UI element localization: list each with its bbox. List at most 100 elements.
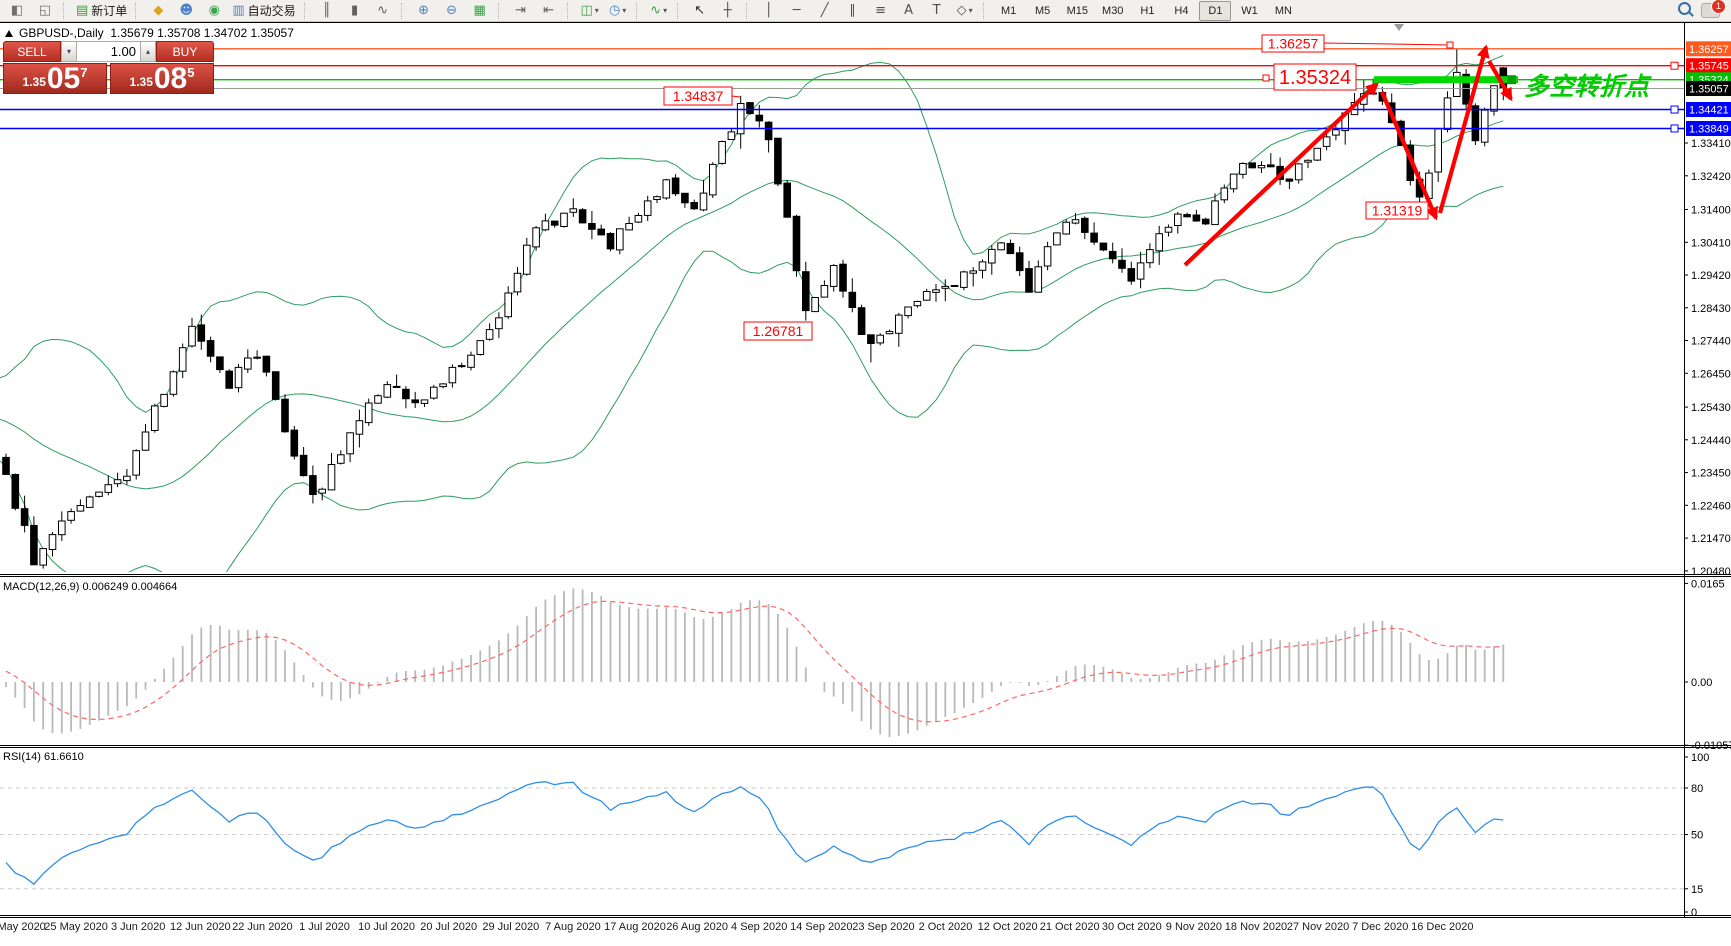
toolbar-right: 1: [1678, 0, 1728, 20]
candle: [1313, 147, 1322, 161]
timeframe-m30[interactable]: M30: [1102, 4, 1124, 17]
crosshair-icon[interactable]: ┼: [715, 1, 741, 21]
annotation-note-text[interactable]: 多空转折点: [1524, 73, 1652, 101]
price-callout-box[interactable]: [1273, 63, 1357, 91]
support-bar-handle[interactable]: [1507, 75, 1516, 85]
candle: [1285, 178, 1294, 182]
zoom-out-icon[interactable]: ⊖: [439, 1, 465, 21]
candlestick-mode-icon[interactable]: ▮: [342, 1, 368, 21]
candle: [1220, 187, 1229, 201]
toolbar-separator: [135, 2, 140, 19]
support-resistance-bar[interactable]: [1374, 76, 1518, 84]
candle: [811, 297, 819, 313]
trend-arrow[interactable]: [1437, 44, 1490, 214]
price-callout-text: 1.26781: [753, 323, 804, 339]
indicators-icon[interactable]: ∿ ▾: [646, 1, 672, 21]
buy-button[interactable]: BUY: [156, 41, 214, 62]
candle: [1443, 97, 1452, 130]
new-window-caret-icon[interactable]: ▾: [594, 5, 599, 15]
new-window-icon[interactable]: ◫ ▾: [577, 1, 603, 21]
price-tick-label: 1.33410: [1691, 138, 1731, 150]
equidistant-channel-icon[interactable]: ∥: [840, 1, 866, 21]
eraser-icon[interactable]: ◆: [145, 1, 171, 21]
timeframe-h4[interactable]: H4: [1174, 4, 1189, 17]
horizontal-line-icon[interactable]: ─: [784, 1, 810, 21]
price-callout-box[interactable]: [743, 321, 813, 341]
price-callout-box[interactable]: [1261, 34, 1325, 53]
volume-input[interactable]: 1.00: [77, 41, 140, 62]
trend-arrow[interactable]: [1380, 91, 1438, 221]
line-chart-mode-icon[interactable]: ∿: [370, 1, 396, 21]
profiles-icon[interactable]: ◷ ▾: [605, 1, 631, 21]
price-tick-label: 1.26450: [1691, 368, 1731, 380]
notifications-icon[interactable]: 1: [1701, 0, 1726, 18]
cursor-icon[interactable]: ↖: [687, 1, 713, 21]
timeframe-m15[interactable]: M15: [1066, 4, 1089, 17]
tile-windows-icon[interactable]: ▦: [467, 1, 493, 21]
candle: [290, 429, 299, 457]
market-watch-icon[interactable]: ☻: [173, 1, 199, 21]
indicators-caret-icon[interactable]: ▾: [663, 5, 668, 15]
candle: [504, 292, 512, 318]
auto-scroll-icon[interactable]: ⇥: [508, 1, 534, 21]
chart-shift-marker-icon[interactable]: [1394, 24, 1404, 31]
text-icon[interactable]: A: [896, 1, 922, 21]
sell-button[interactable]: SELL: [3, 41, 61, 62]
new-chart-icon[interactable]: ◧: [4, 1, 30, 21]
chart-shift-icon[interactable]: ⇤: [536, 1, 562, 21]
vertical-line-icon[interactable]: │: [756, 1, 782, 21]
price-callout-box[interactable]: [1365, 201, 1429, 220]
callout-handle[interactable]: [1446, 41, 1454, 49]
sell-price-display[interactable]: 1.35 05 7: [3, 63, 107, 94]
arrows-caret-icon[interactable]: ▾: [968, 5, 973, 15]
profiles-caret-icon[interactable]: ▾: [622, 5, 627, 15]
volume-decrease-button[interactable]: ▾: [61, 41, 77, 62]
volume-increase-button[interactable]: ▴: [140, 41, 156, 62]
chart-ohlc: 1.35679 1.35708 1.34702 1.35057: [110, 26, 294, 40]
candle: [48, 534, 57, 550]
candle: [876, 334, 885, 344]
hline-handle[interactable]: [1670, 105, 1679, 114]
arrows-icon[interactable]: ◇ ▾: [952, 1, 978, 21]
market-watch-glyph: ☻: [179, 2, 194, 18]
buy-price-display[interactable]: 1.35 08 5: [110, 63, 214, 94]
data-window-icon[interactable]: ◱: [32, 1, 58, 21]
candle: [95, 491, 103, 497]
signals-icon[interactable]: ◉: [201, 1, 227, 21]
new-order-glyph: ▤: [76, 2, 89, 18]
autotrading-button[interactable]: ▥ 自动交易: [229, 1, 298, 21]
timeframe-w1[interactable]: W1: [1241, 4, 1258, 17]
bar-chart-mode-icon[interactable]: ║: [314, 1, 340, 21]
price-callout-box[interactable]: [663, 86, 733, 106]
trend-arrow[interactable]: [1487, 59, 1513, 102]
timeframe-m1[interactable]: M1: [1000, 4, 1017, 17]
trendline-icon[interactable]: ╱: [812, 1, 838, 21]
hline-handle[interactable]: [1670, 124, 1679, 133]
timeframe-m5[interactable]: M5: [1034, 4, 1051, 17]
timeframe-h1[interactable]: H1: [1140, 4, 1155, 17]
timeframe-d1[interactable]: D1: [1199, 0, 1232, 21]
timeframe-mn[interactable]: MN: [1274, 4, 1292, 17]
candle: [309, 475, 317, 496]
candle: [1480, 109, 1489, 143]
zoom-in-icon[interactable]: ⊕: [411, 1, 437, 21]
candle: [355, 420, 364, 435]
candle: [569, 208, 578, 213]
candle: [160, 393, 168, 407]
line-chart-mode-glyph: ∿: [377, 2, 389, 18]
hline-handle[interactable]: [1670, 61, 1679, 70]
callout-connector: [1323, 42, 1451, 46]
candle: [1192, 214, 1201, 222]
candle: [448, 366, 457, 384]
one-click-toggle-icon[interactable]: [5, 30, 13, 37]
candle: [1118, 259, 1126, 269]
candle: [1322, 136, 1331, 147]
new-order-button[interactable]: ▤ 新订单: [73, 1, 130, 21]
text-label-icon[interactable]: T: [924, 1, 950, 21]
search-icon[interactable]: [1678, 1, 1691, 20]
trend-arrow[interactable]: [1183, 82, 1379, 267]
callout-handle[interactable]: [1262, 74, 1270, 82]
fibonacci-icon[interactable]: ≡: [868, 1, 894, 21]
